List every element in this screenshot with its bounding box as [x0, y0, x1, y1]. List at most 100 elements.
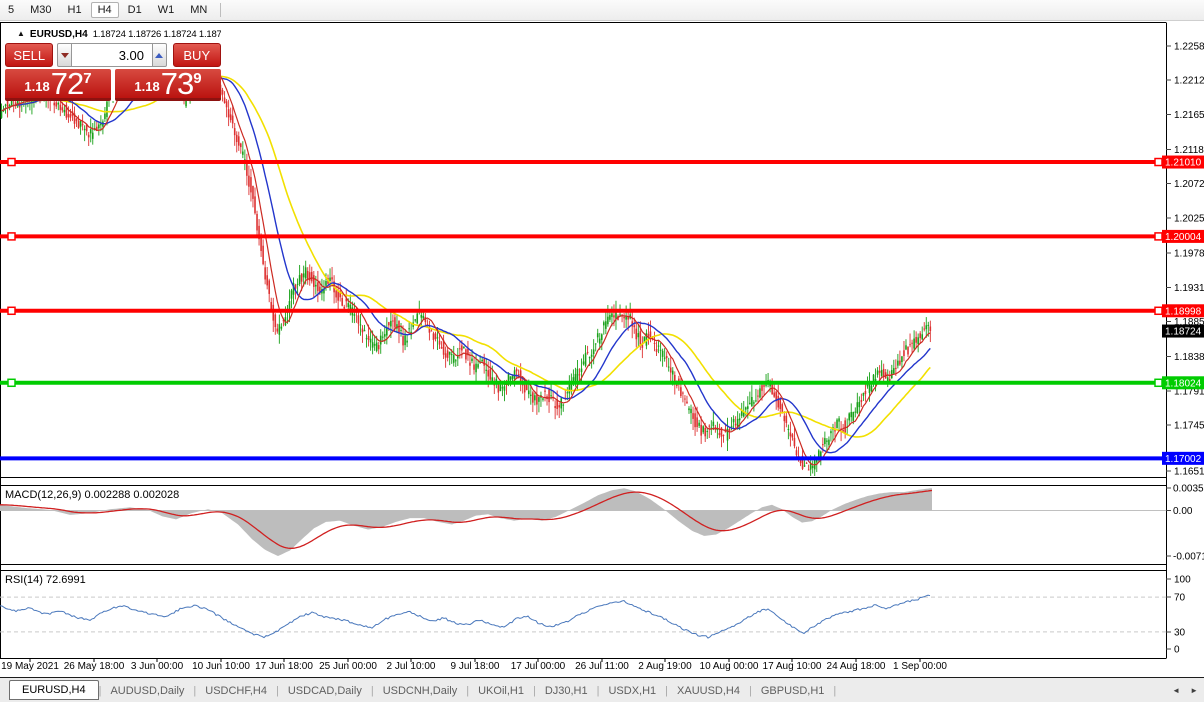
toolbar-separator: [220, 3, 222, 17]
bid-ask-prices: 1.18 72 7 1.18 73 9: [5, 66, 221, 101]
line-anchor-marker[interactable]: [7, 378, 16, 388]
svg-text:1.20004: 1.20004: [1165, 232, 1202, 243]
tab-scroll-right-icon[interactable]: ►: [1190, 686, 1198, 695]
collapse-panel-icon[interactable]: ▲: [17, 29, 25, 38]
line-anchor-marker[interactable]: [1154, 157, 1163, 167]
svg-text:0.003515: 0.003515: [1173, 484, 1204, 495]
buy-price-big: 73: [160, 66, 194, 101]
svg-text:26 Jul 11:00: 26 Jul 11:00: [575, 661, 629, 672]
price-level-labels: 1.21010 1.20004 1.18998 1.18024 1.17002 1.187…: [1162, 155, 1204, 465]
svg-text:1.21650: 1.21650: [1174, 110, 1204, 121]
line-anchor-marker[interactable]: [7, 157, 16, 167]
svg-text:25 Jun 00:00: 25 Jun 00:00: [319, 661, 377, 672]
tab-gbpusd-h1[interactable]: GBPUSD,H1: [760, 684, 825, 697]
ma-fast-line: [1, 61, 931, 466]
svg-text:9 Jul 18:00: 9 Jul 18:00: [451, 661, 500, 672]
svg-text:1.18024: 1.18024: [1165, 378, 1202, 389]
svg-text:0.00: 0.00: [1173, 506, 1193, 517]
line-anchor-marker[interactable]: [1154, 232, 1163, 241]
horizontal-level-lines[interactable]: [0, 157, 1166, 461]
tab-usdcnh-daily[interactable]: USDCNH,Daily: [382, 684, 458, 697]
svg-text:26 May 18:00: 26 May 18:00: [64, 661, 125, 672]
volume-increase-button[interactable]: [152, 43, 167, 67]
svg-text:1.22120: 1.22120: [1174, 75, 1204, 86]
svg-text:70: 70: [1174, 593, 1186, 604]
line-anchor-marker[interactable]: [1154, 306, 1163, 316]
timeframe-button-w1[interactable]: W1: [157, 4, 175, 16]
tab-usdcad-daily[interactable]: USDCAD,Daily: [287, 684, 362, 697]
tab-scroll-left-icon[interactable]: ◄: [1172, 686, 1181, 695]
candlestick-series[interactable]: [0, 44, 932, 476]
line-anchor-marker[interactable]: [7, 232, 16, 241]
svg-text:1.21180: 1.21180: [1174, 145, 1204, 156]
buy-price-sup: 9: [193, 70, 202, 87]
tab-divider: |: [193, 684, 197, 697]
timeframe-button-mn[interactable]: MN: [190, 4, 208, 16]
svg-text:1.17910: 1.17910: [1174, 387, 1204, 398]
rsi-level-lines: [0, 596, 1166, 633]
tab-eurusd-h4[interactable]: EURUSD,H4: [9, 679, 99, 700]
tab-divider: |: [833, 684, 837, 697]
svg-text:10 Jun 10:00: 10 Jun 10:00: [192, 661, 250, 672]
svg-text:19 May 2021: 19 May 2021: [1, 661, 59, 672]
tab-xauusd-h4[interactable]: XAUUSD,H4: [677, 684, 740, 697]
line-anchor-marker[interactable]: [7, 306, 16, 316]
sell-price-box[interactable]: 1.18 72 7: [5, 66, 111, 101]
symbol-tab-bar: EURUSD,H4 | AUDUSD,Daily | USDCHF,H4 | USDCAD,…: [0, 677, 1204, 702]
svg-text:1 Sep 00:00: 1 Sep 00:00: [893, 661, 947, 672]
tab-scroll-arrows: ◄ ►: [1172, 686, 1198, 695]
sell-price-big: 72: [50, 66, 84, 101]
timeframe-button-h4[interactable]: H4: [90, 2, 119, 18]
tab-usdchf-h4[interactable]: USDCHF,H4: [205, 684, 267, 697]
buy-button[interactable]: BUY: [172, 43, 221, 67]
svg-text:1.18998: 1.18998: [1165, 306, 1202, 317]
tab-usdx-h1[interactable]: USDX,H1: [608, 684, 657, 697]
buy-price-box[interactable]: 1.18 73 9: [115, 66, 221, 101]
tab-audusd-daily[interactable]: AUDUSD,Daily: [110, 684, 185, 697]
ma-medium-line: [1, 73, 931, 454]
one-click-trade-panel: ▲ EURUSD,H4 1.18724 1.18726 1.18724 1.18…: [5, 26, 221, 101]
svg-text:1.18850: 1.18850: [1174, 317, 1204, 328]
tab-divider: |: [98, 684, 102, 697]
svg-text:2 Aug 19:00: 2 Aug 19:00: [638, 661, 692, 672]
tab-divider: |: [466, 684, 470, 697]
svg-text:1.22580: 1.22580: [1174, 41, 1204, 52]
svg-text:1.19780: 1.19780: [1174, 248, 1204, 259]
tab-dj30-h1[interactable]: DJ30,H1: [544, 684, 588, 697]
macd-label: MACD(12,26,9) 0.002288 0.002028: [5, 489, 179, 501]
volume-input[interactable]: [72, 43, 152, 67]
line-anchor-marker[interactable]: [1154, 378, 1163, 388]
current-price-label: [1162, 324, 1204, 338]
tab-ukoil-h1[interactable]: UKOil,H1: [478, 684, 524, 697]
chart-header: ▲ EURUSD,H4 1.18724 1.18726 1.18724 1.18…: [5, 26, 221, 42]
tab-divider: |: [596, 684, 600, 697]
svg-text:3 Jun 00:00: 3 Jun 00:00: [131, 661, 184, 672]
svg-text:17 Jul 00:00: 17 Jul 00:00: [511, 661, 566, 672]
timeframe-button-h1[interactable]: H1: [67, 4, 82, 16]
svg-text:2 Jul 10:00: 2 Jul 10:00: [387, 661, 436, 672]
sell-button[interactable]: SELL: [5, 43, 54, 67]
timeframe-button-m30[interactable]: M30: [30, 4, 52, 16]
timeframe-button-5[interactable]: 5: [8, 4, 15, 16]
svg-text:1.17002: 1.17002: [1165, 454, 1202, 465]
volume-decrease-button[interactable]: [57, 43, 72, 67]
svg-text:100: 100: [1174, 575, 1191, 586]
svg-text:-0.00717: -0.00717: [1173, 552, 1204, 563]
svg-text:30: 30: [1174, 628, 1186, 639]
svg-text:24 Aug 18:00: 24 Aug 18:00: [827, 661, 886, 672]
timeframe-button-d1[interactable]: D1: [127, 4, 142, 16]
rsi-label: RSI(14) 72.6991: [5, 574, 86, 586]
svg-text:17 Jun 18:00: 17 Jun 18:00: [255, 661, 313, 672]
svg-text:1.17450: 1.17450: [1174, 421, 1204, 432]
macd-signal-line: [0, 489, 933, 549]
trade-controls-row: SELL BUY: [5, 43, 221, 67]
sell-price-prefix: 1.18: [24, 79, 50, 94]
tab-divider: |: [276, 684, 279, 697]
time-axis: 19 May 2021 26 May 18:00 3 Jun 00:00 10 Jun…: [1, 658, 947, 672]
tab-divider: |: [532, 684, 536, 697]
panel-borders: [0, 22, 1167, 659]
buy-price-prefix: 1.18: [134, 79, 160, 94]
